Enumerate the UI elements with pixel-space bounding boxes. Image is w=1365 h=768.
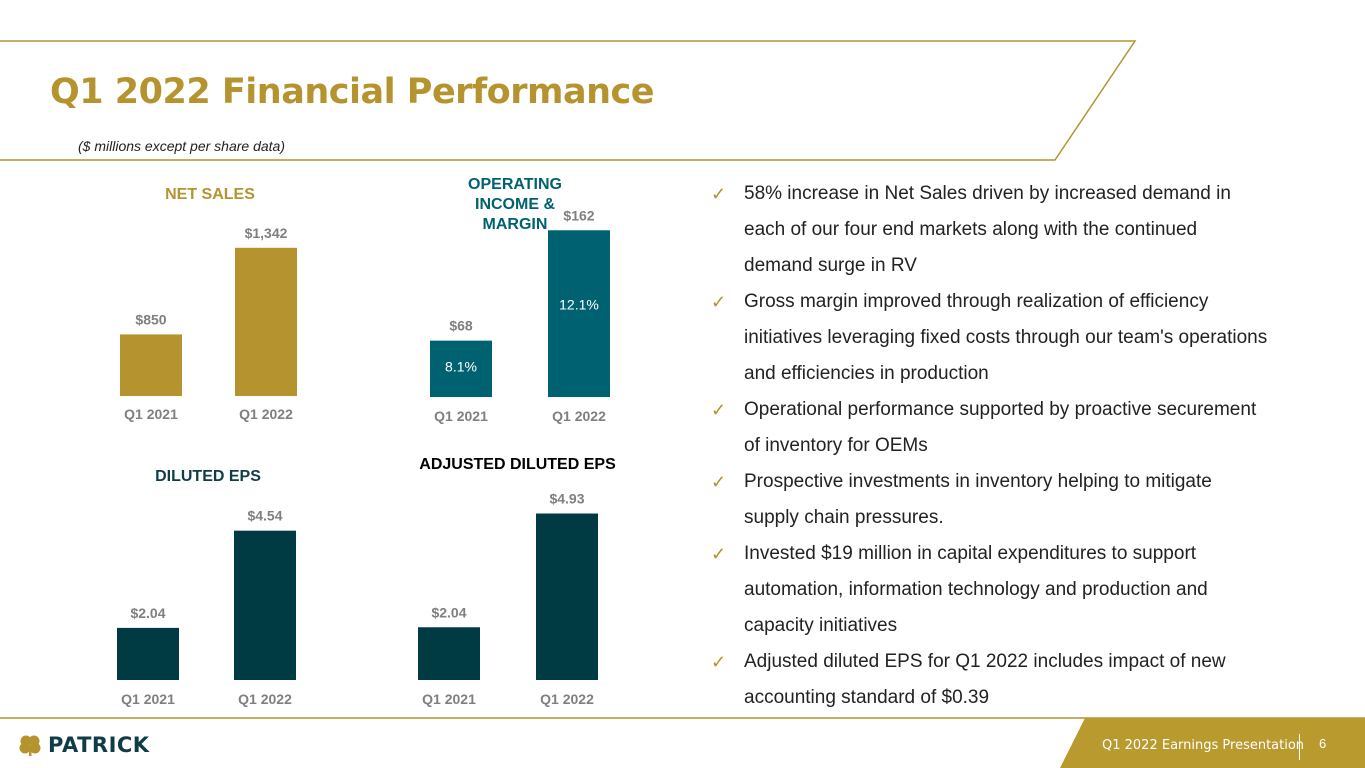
chart-title: OPERATING INCOME & MARGIN: [468, 176, 562, 233]
bullet-text: Operational performance supported by pro…: [744, 392, 1256, 464]
footer-divider: [1299, 734, 1300, 760]
bullet-item: ✓ Adjusted diluted EPS for Q1 2022 includ…: [711, 644, 1311, 716]
bullet-text: Adjusted diluted EPS for Q1 2022 include…: [744, 644, 1226, 716]
bullet-line: initiatives leveraging fixed costs throu…: [744, 327, 1268, 348]
bar-q1-2022: [548, 230, 610, 397]
footer-bar: [1060, 718, 1365, 768]
bullet-line: accounting standard of $0.39: [744, 687, 990, 708]
bullet-line: supply chain pressures.: [744, 507, 944, 528]
category-label: Q1 2022: [238, 691, 292, 707]
category-label: Q1 2022: [239, 406, 293, 422]
category-label: Q1 2022: [552, 408, 606, 424]
bullet-text: Prospective investments in inventory hel…: [744, 464, 1212, 536]
margin-label: 12.1%: [559, 296, 599, 312]
bar-q1-2021: [117, 627, 179, 680]
chart-title: DILUTED EPS: [155, 468, 261, 485]
shamrock-icon: [19, 735, 41, 756]
category-label: Q1 2021: [124, 406, 178, 422]
chart-plot: $2.04 Q1 2021 $4.54 Q1 2022: [117, 508, 296, 707]
bullet-text: Gross margin improved through realizatio…: [744, 284, 1267, 392]
bullet-line: Adjusted diluted EPS for Q1 2022 include…: [744, 651, 1226, 672]
data-label: $2.04: [431, 604, 466, 620]
bullet-item: ✓ Operational performance supported by pr…: [711, 392, 1311, 464]
bullet-line: of inventory for OEMs: [744, 435, 928, 456]
net-sales-chart: NET SALES $850 Q1 2021 $1,342 Q1 2022: [95, 180, 325, 430]
bullet-line: each of our four end markets along with …: [744, 219, 1198, 240]
bullet-line: Invested $19 million in capital expendit…: [744, 543, 1197, 564]
bullet-text: 58% increase in Net Sales driven by incr…: [744, 176, 1231, 284]
margin-label: 8.1%: [445, 359, 477, 375]
bullet-line: automation, information technology and p…: [744, 579, 1208, 600]
bar-q1-2022: [235, 247, 297, 396]
bullet-text: Invested $19 million in capital expendit…: [744, 536, 1208, 644]
bullet-item: ✓ Prospective investments in inventory he…: [711, 464, 1311, 536]
chart-plot: $2.04 Q1 2021 $4.93 Q1 2022: [418, 491, 598, 707]
bar-q1-2021: [430, 340, 492, 397]
chart-plot: $68 Q1 2021 8.1% $162 Q1 2022 12.1%: [430, 207, 610, 424]
bullet-line: demand surge in RV: [744, 255, 917, 276]
data-label: $4.93: [549, 491, 584, 507]
data-label: $1,342: [245, 225, 288, 241]
data-label: $68: [449, 318, 473, 334]
key-points-list: ✓ 58% increase in Net Sales driven by inc…: [711, 176, 1311, 716]
operating-income-chart: OPERATING INCOME & MARGIN $68 Q1 2021 8.1%…: [400, 175, 630, 430]
check-icon: ✓: [711, 544, 727, 564]
check-icon: ✓: [711, 652, 727, 672]
bullet-line: and efficiencies in production: [744, 363, 989, 384]
data-label: $162: [563, 207, 594, 223]
bullet-item: ✓ Invested $19 million in capital expendi…: [711, 536, 1311, 644]
bullet-line: 58% increase in Net Sales driven by incr…: [744, 183, 1231, 204]
check-icon: ✓: [711, 184, 727, 204]
bullet-item: ✓ Gross margin improved through realizati…: [711, 284, 1311, 392]
company-logo: PATRICK: [18, 733, 150, 757]
chart-plot: $850 Q1 2021 $1,342 Q1 2022: [120, 225, 297, 422]
bar-q1-2022: [536, 513, 598, 680]
chart-title: NET SALES: [165, 186, 255, 203]
page-subtitle: ($ millions except per share data): [78, 138, 285, 154]
bar-q1-2021: [418, 627, 480, 680]
check-icon: ✓: [711, 472, 727, 492]
bullet-line: Gross margin improved through realizatio…: [744, 291, 1209, 312]
page-title: Q1 2022 Financial Performance: [50, 72, 654, 112]
bullet-line: capacity initiatives: [744, 615, 898, 636]
adjusted-diluted-eps-chart: ADJUSTED DILUTED EPS $2.04 Q1 2021 $4.93 Q1…: [400, 455, 630, 715]
category-label: Q1 2022: [540, 691, 594, 707]
logo-text: PATRICK: [48, 733, 150, 757]
bar-q1-2022: [234, 530, 296, 680]
data-label: $4.54: [247, 508, 282, 524]
data-label: $850: [135, 311, 166, 327]
presentation-title: Q1 2022 Earnings Presentation: [1102, 738, 1305, 753]
page-number: 6: [1319, 736, 1327, 751]
diluted-eps-chart: DILUTED EPS $2.04 Q1 2021 $4.54 Q1 2022: [93, 460, 323, 715]
category-label: Q1 2021: [422, 691, 476, 707]
category-label: Q1 2021: [434, 408, 488, 424]
bullet-item: ✓ 58% increase in Net Sales driven by inc…: [711, 176, 1311, 284]
check-icon: ✓: [711, 400, 727, 420]
chart-title: ADJUSTED DILUTED EPS: [419, 456, 616, 473]
data-label: $2.04: [130, 605, 165, 621]
bar-q1-2021: [120, 334, 182, 396]
bullet-line: Prospective investments in inventory hel…: [744, 471, 1212, 492]
check-icon: ✓: [711, 292, 727, 312]
bullet-line: Operational performance supported by pro…: [744, 399, 1257, 420]
category-label: Q1 2021: [121, 691, 175, 707]
